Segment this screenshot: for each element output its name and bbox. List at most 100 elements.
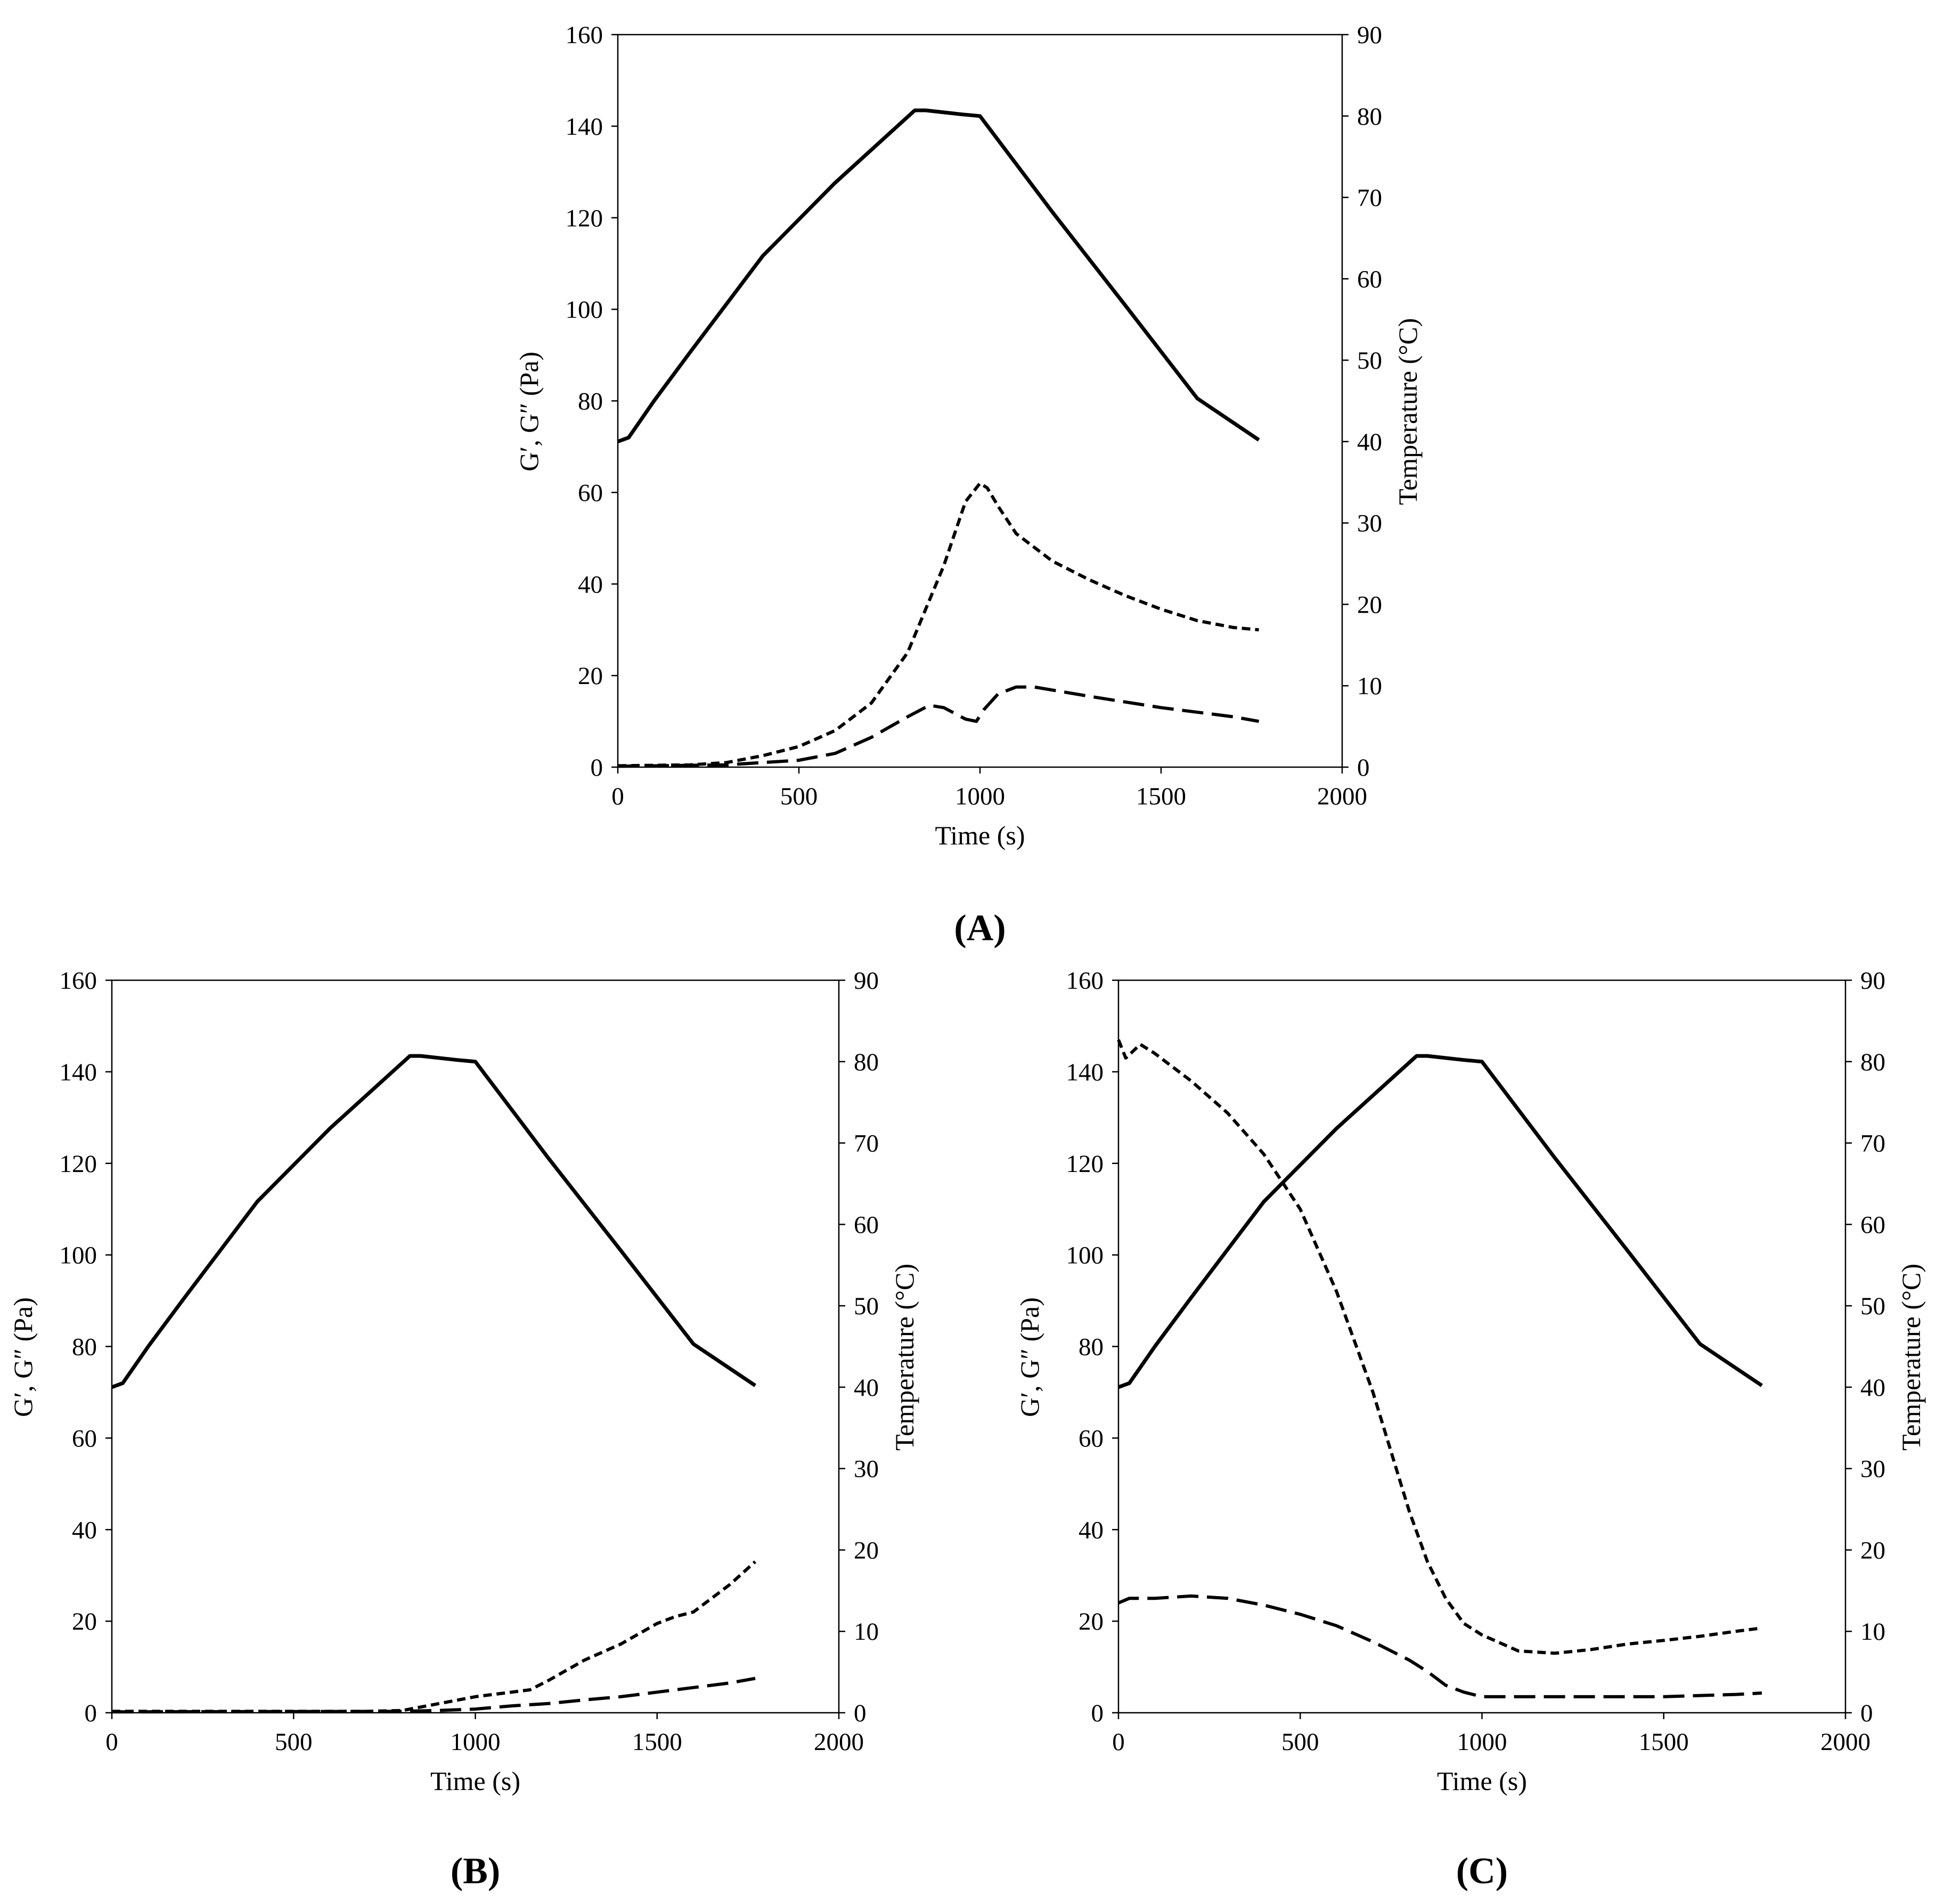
y-right-tick-label: 50 (1357, 347, 1382, 375)
y-right-axis-title: Temperature (°C) (1393, 318, 1423, 505)
y-left-tick-label: 60 (578, 479, 603, 507)
y-left-tick-label: 140 (566, 113, 603, 141)
series-temperature-line (1117, 1054, 1763, 1389)
y-right-tick-label: 60 (854, 1211, 879, 1239)
y-left-tick-label: 20 (72, 1608, 97, 1636)
y-right-tick-label: 60 (1357, 265, 1382, 293)
x-tick-label: 1500 (1136, 783, 1186, 810)
y-right-axis-title: Temperature (°C) (1896, 1264, 1926, 1451)
x-tick-label: 0 (611, 783, 624, 810)
panel-c: 0 500 1000 1500 2000020406080100120140160010… (1015, 967, 1926, 1892)
panel-label: (C) (1456, 1851, 1508, 1892)
y-right-tick-label: 70 (1357, 184, 1382, 212)
y-left-tick-label: 100 (60, 1242, 97, 1270)
y-left-tick-label: 60 (72, 1425, 97, 1452)
y-right-tick-label: 50 (1860, 1292, 1885, 1320)
y-left-tick-label: 40 (578, 571, 603, 598)
panel-a: 0 500 1000 1500 2000020406080100120140160010… (514, 21, 1423, 949)
y-left-tick-label: 160 (60, 967, 97, 995)
y-left-tick-label: 160 (566, 21, 603, 49)
y-right-tick-label: 80 (1860, 1048, 1885, 1076)
y-left-tick-label: 120 (60, 1150, 97, 1178)
series-temperature-line (617, 108, 1260, 444)
y-right-tick-label: 80 (854, 1048, 879, 1076)
series-g-prime-line (1117, 1039, 1762, 1655)
y-left-tick-label: 100 (1066, 1242, 1104, 1270)
y-right-tick-label: 40 (1357, 428, 1382, 456)
y-left-tick-label: 40 (72, 1516, 97, 1544)
y-right-tick-label: 10 (1357, 672, 1382, 700)
y-right-tick-label: 80 (1357, 103, 1382, 131)
x-tick-label: 500 (275, 1728, 313, 1756)
y-left-tick-label: 80 (72, 1333, 97, 1361)
y-right-tick-label: 20 (1860, 1536, 1885, 1564)
x-tick-label: 2000 (1820, 1728, 1871, 1756)
y-left-tick-label: 0 (85, 1699, 97, 1727)
x-tick-label: 0 (1112, 1728, 1125, 1756)
y-right-axis-title: Temperature (°C) (889, 1264, 919, 1451)
y-right-tick-label: 0 (854, 1699, 867, 1727)
y-right-tick-label: 50 (854, 1292, 879, 1320)
y-left-tick-label: 20 (578, 662, 603, 690)
panel-label: (B) (451, 1851, 500, 1892)
y-left-axis-title: G′, G″ (Pa) (1015, 1297, 1044, 1417)
y-left-tick-label: 120 (1066, 1150, 1104, 1178)
y-right-tick-label: 70 (1860, 1130, 1885, 1158)
y-left-tick-label: 40 (1079, 1516, 1104, 1544)
x-tick-label: 500 (1281, 1728, 1319, 1756)
y-right-tick-label: 70 (854, 1130, 879, 1158)
y-left-tick-label: 140 (60, 1059, 97, 1086)
x-tick-label: 1000 (1457, 1728, 1507, 1756)
x-axis-title: Time (s) (430, 1766, 520, 1796)
y-right-tick-label: 0 (1357, 754, 1370, 782)
series-g-prime-line (617, 482, 1259, 768)
plot-frame (617, 34, 1343, 768)
y-right-tick-label: 90 (1357, 21, 1382, 49)
y-left-tick-label: 140 (1066, 1059, 1104, 1086)
y-right-tick-label: 10 (854, 1618, 879, 1646)
x-axis-title: Time (s) (935, 820, 1025, 850)
y-right-tick-label: 10 (1860, 1618, 1885, 1646)
y-left-tick-label: 160 (1066, 967, 1104, 995)
y-right-tick-label: 60 (1860, 1211, 1885, 1239)
y-left-axis-title: G′, G″ (Pa) (8, 1297, 38, 1417)
y-right-tick-label: 0 (1860, 1699, 1873, 1727)
x-tick-label: 2000 (814, 1728, 864, 1756)
y-left-tick-label: 0 (591, 754, 603, 782)
y-right-tick-label: 30 (1860, 1455, 1885, 1483)
y-right-tick-label: 20 (854, 1536, 879, 1564)
y-left-tick-label: 60 (1079, 1425, 1104, 1452)
x-tick-label: 0 (105, 1728, 118, 1756)
series-g-double-prime-line (617, 685, 1260, 768)
x-axis-title: Time (s) (1437, 1766, 1527, 1796)
y-right-tick-label: 40 (854, 1374, 879, 1402)
y-right-tick-label: 30 (854, 1455, 879, 1483)
y-left-tick-label: 80 (578, 388, 603, 416)
y-right-tick-label: 20 (1357, 591, 1382, 619)
x-tick-label: 1500 (632, 1728, 682, 1756)
y-right-tick-label: 90 (1860, 967, 1885, 995)
series-g-double-prime-line (111, 1677, 756, 1714)
y-left-tick-label: 100 (566, 296, 603, 324)
y-left-axis-title: G′, G″ (Pa) (514, 352, 544, 471)
series-temperature-line (111, 1054, 756, 1389)
series-g-double-prime-line (1117, 1594, 1762, 1698)
x-tick-label: 1000 (451, 1728, 501, 1756)
panel-label: (A) (954, 908, 1006, 949)
x-tick-label: 2000 (1317, 783, 1367, 810)
x-tick-label: 1500 (1639, 1728, 1689, 1756)
y-right-tick-label: 30 (1357, 510, 1382, 538)
panel-b: 0 500 1000 1500 2000020406080100120140160010… (8, 967, 919, 1892)
x-tick-label: 1000 (955, 783, 1005, 810)
y-left-tick-label: 20 (1079, 1608, 1104, 1636)
plot-frame (111, 979, 840, 1714)
y-left-tick-label: 120 (566, 205, 603, 232)
x-tick-label: 500 (780, 783, 818, 810)
y-left-tick-label: 0 (1091, 1699, 1104, 1727)
plot-frame (1117, 979, 1847, 1714)
y-right-tick-label: 40 (1860, 1374, 1885, 1402)
series-g-prime-line (112, 1560, 757, 1713)
y-left-tick-label: 80 (1079, 1333, 1104, 1361)
y-right-tick-label: 90 (854, 967, 879, 995)
